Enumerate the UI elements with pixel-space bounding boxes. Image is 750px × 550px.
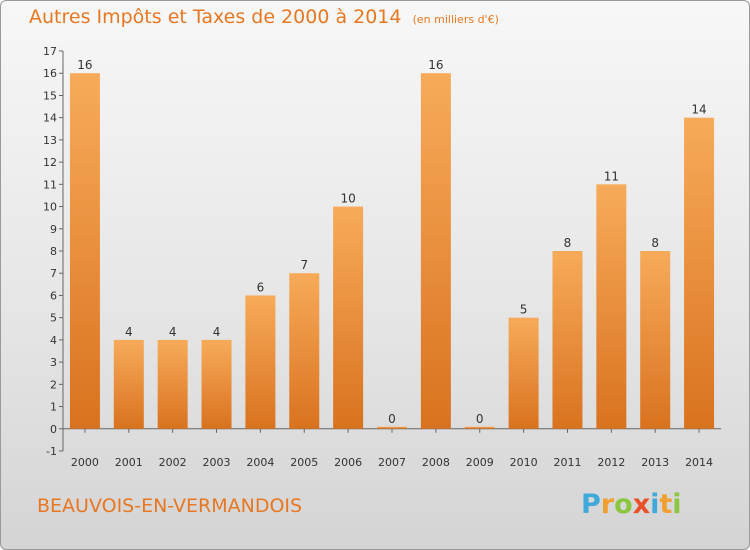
x-tick-label: 2012 [597,456,625,469]
y-tick-label: -1 [46,445,57,458]
x-tick-label: 2006 [334,456,362,469]
bar-2000 [69,73,100,429]
y-tick-label: 14 [43,112,57,125]
y-tick-label: 6 [50,289,57,302]
bar-2002 [157,339,188,429]
logo-letter: x [632,489,651,520]
logo-letter: i [650,489,660,520]
logo-letter: r [600,489,615,520]
bar-2013 [640,251,671,429]
data-label: 10 [340,192,355,206]
x-tick-label: 2009 [466,456,494,469]
bar-2001 [113,339,144,429]
x-tick-label: 2007 [378,456,406,469]
y-tick-label: 17 [43,45,57,58]
bar-2007 [377,426,407,429]
logo-letter: P [581,489,601,520]
place-name: BEAUVOIS-EN-VERMANDOIS [37,495,303,517]
y-tick-label: 9 [50,223,57,236]
x-tick-label: 2005 [290,456,318,469]
logo-letter: i [672,489,682,520]
bar-2006 [333,206,364,429]
bar-2012 [596,184,627,429]
data-label: 4 [125,325,133,339]
x-tick-label: 2014 [685,456,713,469]
bars [69,73,715,429]
data-label: 6 [257,280,265,294]
x-tick-label: 2002 [159,456,187,469]
data-labels: 16 4 4 4 6 7 10 0 16 0 5 8 11 8 14 [77,58,706,426]
chart-title: Autres Impôts et Taxes de 2000 à 2014 [29,6,402,28]
y-tick-label: 5 [50,312,57,325]
bar-2004 [245,295,276,429]
y-tick-label: 8 [50,245,57,258]
data-label: 4 [169,325,177,339]
data-label: 8 [651,236,659,250]
data-label: 16 [77,58,92,72]
data-label: 8 [564,236,572,250]
y-tick-label: 12 [43,156,57,169]
data-label: 7 [300,258,308,272]
y-tick-label: 7 [50,267,57,280]
x-tick-label: 2011 [553,456,581,469]
chart-subtitle: (en milliers d'€) [412,13,499,26]
data-label: 11 [604,169,619,183]
y-tick-label: 11 [43,178,57,191]
y-tick-label: 10 [43,201,57,214]
data-label: 14 [691,103,706,117]
y-tick-label: 1 [50,401,57,414]
proxiti-logo: Proxiti [581,489,682,520]
y-tick-label: 16 [43,67,57,80]
x-tick-label: 2003 [203,456,231,469]
x-tick-label: 2010 [510,456,538,469]
y-tick-label: 13 [43,134,57,147]
data-label: 0 [476,412,484,426]
logo-letter: o [614,489,633,520]
bar-2014 [684,117,715,429]
y-tick-label: 4 [50,334,57,347]
x-tick-label: 2000 [71,456,99,469]
data-label: 16 [428,58,443,72]
x-tick-label: 2008 [422,456,450,469]
y-tick-label: 15 [43,89,57,102]
x-tick-label: 2004 [246,456,274,469]
title-row: Autres Impôts et Taxes de 2000 à 2014 (e… [29,6,499,28]
bar-2005 [289,273,320,429]
bar-2003 [201,339,232,429]
data-label: 4 [213,325,221,339]
y-tick-label: 3 [50,356,57,369]
x-tick-label: 2001 [115,456,143,469]
y-tick-label: 2 [50,378,57,391]
y-tick-label: 0 [50,423,57,436]
bar-2010 [508,317,539,429]
data-label: 0 [388,412,396,426]
logo-letter: t [659,489,673,520]
data-label: 5 [520,303,528,317]
bar-2009 [464,426,495,429]
x-tick-label: 2013 [641,456,669,469]
bar-2011 [552,251,583,429]
bar-2008 [420,73,451,429]
